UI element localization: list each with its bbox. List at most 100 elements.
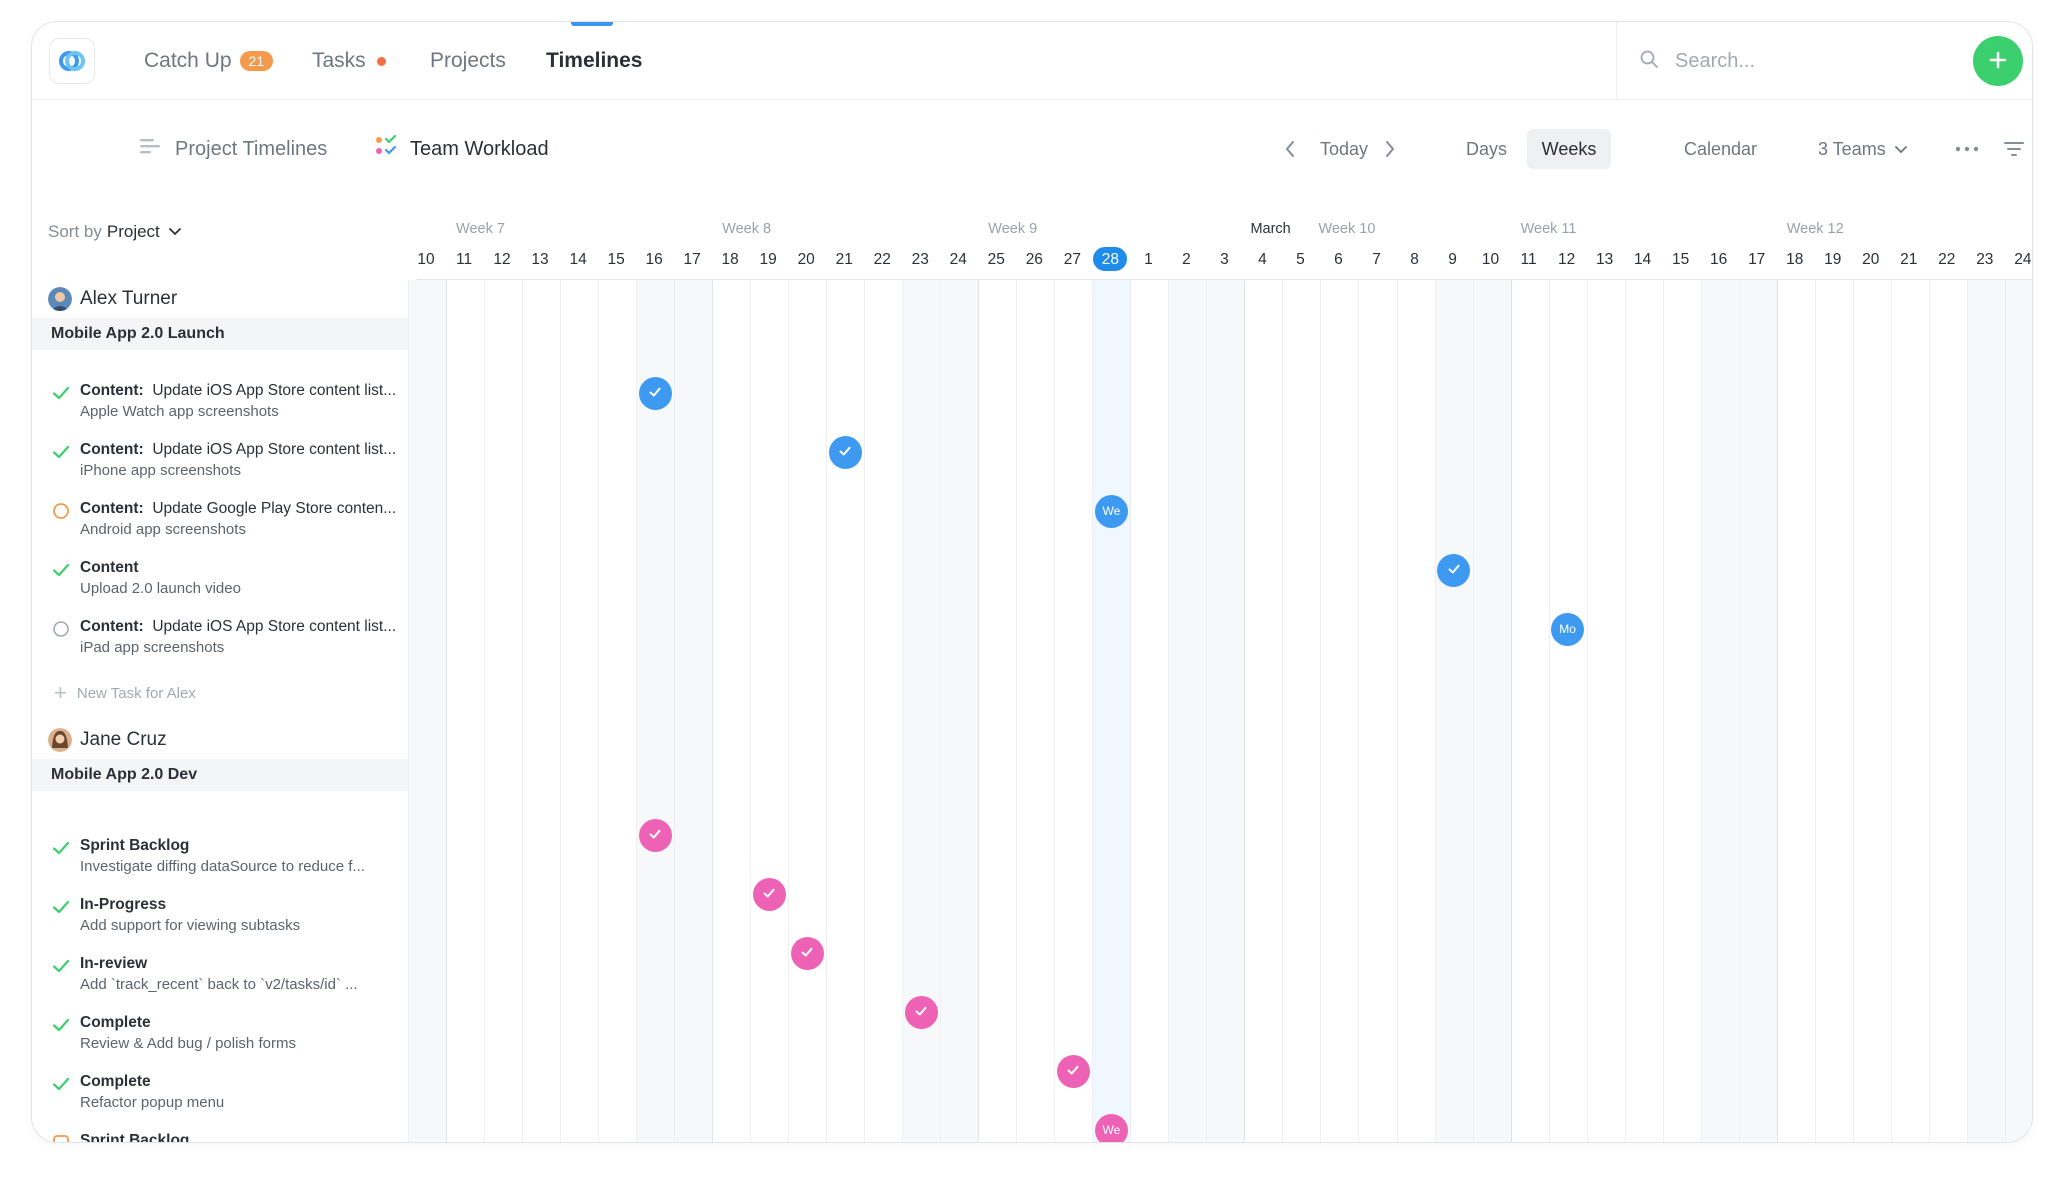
task-row[interactable]: Content: Update Google Play Store conten…: [52, 497, 412, 545]
day-label[interactable]: 14: [1634, 251, 1652, 268]
day-label[interactable]: 13: [1595, 251, 1614, 268]
day-label[interactable]: 27: [1063, 251, 1081, 268]
day-label[interactable]: 24: [949, 251, 967, 268]
chevron-left-icon[interactable]: [1284, 101, 1296, 197]
check-icon[interactable]: [52, 839, 70, 857]
day-label[interactable]: 13: [531, 251, 549, 268]
day-label[interactable]: 12: [1557, 251, 1576, 268]
task-marker[interactable]: [638, 376, 672, 410]
nav-timelines[interactable]: Timelines: [546, 22, 643, 100]
day-label[interactable]: 10: [1481, 251, 1500, 268]
task-row[interactable]: Sprint Backlog Investigate diffing dataSo…: [52, 834, 412, 882]
task-marker[interactable]: [1437, 553, 1471, 587]
tab-team-workload[interactable]: Team Workload: [374, 101, 549, 197]
task-marker[interactable]: [1056, 1054, 1090, 1088]
day-label[interactable]: 21: [1900, 251, 1918, 268]
check-icon[interactable]: [52, 898, 70, 916]
day-label[interactable]: 8: [1410, 251, 1419, 268]
day-label[interactable]: 21: [835, 251, 853, 268]
day-label[interactable]: 17: [1748, 251, 1766, 268]
grid-line: [1358, 280, 1360, 1142]
day-label[interactable]: 9: [1448, 251, 1457, 268]
day-label[interactable]: 15: [607, 251, 625, 268]
task-row[interactable]: Sprint BacklogAdd some way to dismiss ke…: [52, 1129, 412, 1142]
day-label[interactable]: 19: [1824, 251, 1842, 268]
new-task-button[interactable]: + New Task for Alex: [54, 682, 196, 704]
day-label[interactable]: 20: [1862, 251, 1880, 268]
day-label[interactable]: 6: [1334, 251, 1343, 268]
nav-tasks[interactable]: Tasks: [312, 22, 386, 100]
task-marker[interactable]: [904, 995, 938, 1029]
square-icon[interactable]: [52, 1134, 70, 1142]
day-label[interactable]: 3: [1220, 251, 1229, 268]
search-input[interactable]: [1675, 49, 1955, 73]
task-marker[interactable]: [752, 877, 786, 911]
day-label[interactable]: 25: [987, 251, 1005, 268]
task-row[interactable]: Content Upload 2.0 launch video: [52, 556, 412, 604]
filter-icon[interactable]: [2004, 101, 2024, 197]
view-days-button[interactable]: Days: [1466, 101, 1507, 197]
task-marker[interactable]: [638, 818, 672, 852]
day-label[interactable]: 11: [455, 251, 473, 268]
task-marker[interactable]: [790, 936, 824, 970]
task-row[interactable]: Content: Update iOS App Store content li…: [52, 438, 412, 486]
nav-projects[interactable]: Projects: [430, 22, 506, 100]
day-label[interactable]: 22: [1938, 251, 1956, 268]
tab-project-timelines[interactable]: Project Timelines: [139, 101, 327, 197]
day-label[interactable]: 18: [1786, 251, 1804, 268]
task-row[interactable]: Complete Refactor popup menu: [52, 1070, 412, 1118]
more-icon[interactable]: [1955, 101, 1979, 197]
day-label[interactable]: 15: [1672, 251, 1690, 268]
task-marker[interactable]: Mo: [1551, 612, 1585, 646]
check-icon[interactable]: [52, 1075, 70, 1093]
person-alex-turner[interactable]: Alex Turner: [48, 287, 177, 311]
day-label[interactable]: 28: [1101, 251, 1119, 268]
day-label[interactable]: 23: [911, 251, 929, 268]
day-label[interactable]: 20: [797, 251, 815, 268]
day-label[interactable]: 16: [645, 251, 663, 268]
day-label[interactable]: 12: [493, 251, 511, 268]
chevron-right-icon[interactable]: [1384, 101, 1396, 197]
day-label[interactable]: 11: [1520, 251, 1537, 268]
task-row[interactable]: In-Progress Add support for viewing subta…: [52, 893, 412, 941]
day-label[interactable]: 2: [1182, 251, 1191, 268]
search-box[interactable]: [1616, 22, 2032, 100]
day-label[interactable]: 22: [873, 251, 891, 268]
logo-icon[interactable]: [49, 38, 95, 84]
task-row[interactable]: Content: Update iOS App Store content li…: [52, 379, 412, 427]
view-weeks-button[interactable]: Weeks: [1527, 129, 1611, 169]
person-jane-cruz[interactable]: Jane Cruz: [48, 728, 167, 752]
task-marker[interactable]: [828, 435, 862, 469]
day-label[interactable]: 5: [1296, 251, 1305, 268]
day-label[interactable]: 7: [1372, 251, 1381, 268]
day-label[interactable]: 23: [1976, 251, 1994, 268]
day-label[interactable]: 19: [759, 251, 777, 268]
day-label[interactable]: 14: [569, 251, 587, 268]
today-button[interactable]: Today: [1320, 101, 1368, 197]
check-icon[interactable]: [52, 957, 70, 975]
task-marker[interactable]: We: [1094, 494, 1128, 528]
add-button[interactable]: [1973, 36, 2023, 86]
day-label[interactable]: 4: [1258, 251, 1267, 268]
day-label[interactable]: 10: [417, 251, 435, 268]
sort-by-control[interactable]: Sort by Project: [48, 222, 182, 242]
task-row[interactable]: Complete Review & Add bug / polish forms: [52, 1011, 412, 1059]
circle-icon[interactable]: [52, 502, 70, 520]
day-label[interactable]: 1: [1144, 251, 1153, 268]
day-label[interactable]: 16: [1710, 251, 1728, 268]
check-icon[interactable]: [52, 561, 70, 579]
day-label[interactable]: 26: [1025, 251, 1043, 268]
day-label[interactable]: 17: [683, 251, 701, 268]
task-row[interactable]: In-review Add `track_recent` back to `v2/…: [52, 952, 412, 1000]
nav-catch-up[interactable]: Catch Up 21: [144, 22, 274, 100]
check-icon[interactable]: [52, 443, 70, 461]
circle-icon[interactable]: [52, 620, 70, 638]
check-icon[interactable]: [52, 384, 70, 402]
day-label[interactable]: 24: [2014, 251, 2032, 268]
view-calendar-button[interactable]: Calendar: [1684, 101, 1757, 197]
teams-dropdown[interactable]: 3 Teams: [1818, 101, 1908, 197]
day-label[interactable]: 18: [721, 251, 739, 268]
task-marker[interactable]: We: [1094, 1113, 1128, 1142]
task-row[interactable]: Content: Update iOS App Store content li…: [52, 615, 412, 663]
check-icon[interactable]: [52, 1016, 70, 1034]
